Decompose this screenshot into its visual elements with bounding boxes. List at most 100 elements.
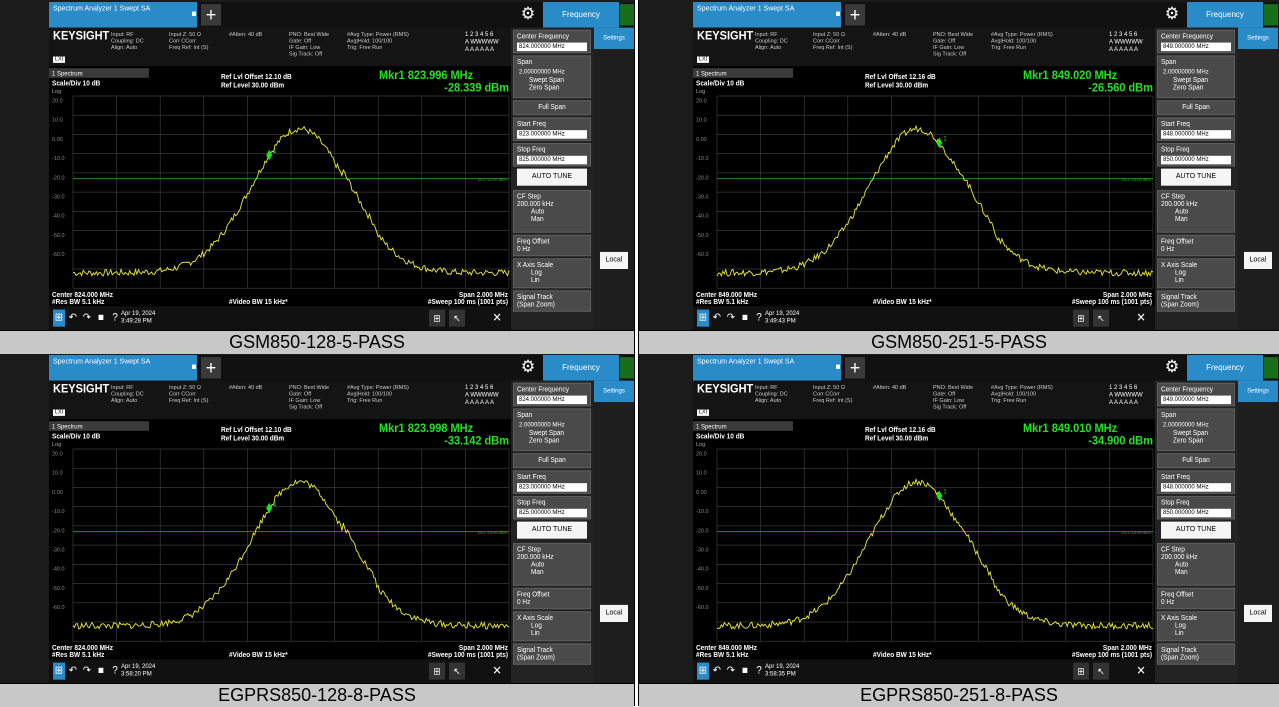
- full-span-button[interactable]: Full Span: [513, 453, 591, 469]
- frequency-tab[interactable]: Frequency: [543, 2, 619, 28]
- signal-track[interactable]: Signal Track (Span Zoom): [1157, 643, 1235, 665]
- stop-freq[interactable]: Stop Freq 850.000000 MHz: [1157, 495, 1235, 520]
- gear-icon[interactable]: ⚙: [1164, 358, 1180, 377]
- windows-icon[interactable]: ⊞: [53, 309, 65, 327]
- frequency-tab[interactable]: Frequency: [1187, 355, 1263, 381]
- stop-freq[interactable]: Stop Freq 825.000000 MHz: [513, 142, 591, 167]
- center-frequency-value[interactable]: 849.000000 MHz: [1161, 395, 1231, 405]
- log-option[interactable]: Log: [531, 269, 542, 277]
- cf-step[interactable]: CF Step 200.000 kHz Auto Man: [513, 542, 591, 586]
- stop-freq[interactable]: Stop Freq 850.000000 MHz: [1157, 142, 1235, 167]
- add-screen-button[interactable]: +: [845, 357, 865, 379]
- cursor-icon[interactable]: ↖: [1093, 662, 1109, 680]
- fullscreen-icon[interactable]: ✕: [1136, 664, 1146, 678]
- frequency-tab[interactable]: Frequency: [1187, 2, 1263, 28]
- local-button[interactable]: Local: [600, 251, 628, 269]
- center-frequency-value[interactable]: 824.000000 MHz: [517, 395, 587, 405]
- frequency-tab[interactable]: Frequency: [543, 355, 619, 381]
- redo-icon[interactable]: ↷: [82, 664, 92, 677]
- auto-option[interactable]: Auto: [531, 208, 545, 216]
- swept-span-option[interactable]: Swept Span: [529, 429, 565, 438]
- redo-icon[interactable]: ↷: [726, 664, 736, 677]
- stop-freq-value[interactable]: 825.000000 MHz: [517, 155, 587, 165]
- cf-step-value[interactable]: 200.000 kHz: [1161, 553, 1198, 562]
- cf-step-value[interactable]: 200.000 kHz: [517, 553, 554, 562]
- local-button[interactable]: Local: [600, 604, 628, 622]
- auto-tune-button[interactable]: AUTO TUNE: [1161, 168, 1231, 186]
- add-screen-button[interactable]: +: [845, 4, 865, 26]
- auto-tune-button[interactable]: AUTO TUNE: [517, 521, 587, 539]
- span-value[interactable]: 2.00000000 MHz: [1163, 422, 1209, 429]
- cursor-icon[interactable]: ↖: [449, 309, 465, 327]
- add-screen-button[interactable]: +: [201, 357, 221, 379]
- tab-dropdown-icon[interactable]: [836, 364, 840, 369]
- freq-offset[interactable]: Freq Offset 0 Hz: [1157, 234, 1235, 257]
- windows-icon[interactable]: ⊞: [53, 662, 65, 680]
- center-frequency[interactable]: Center Frequency 849.000000 MHz: [1157, 29, 1235, 54]
- settings-tab[interactable]: Settings: [1238, 380, 1278, 402]
- zero-span-option[interactable]: Zero Span: [529, 84, 560, 92]
- grid-view-icon[interactable]: ⊞: [429, 309, 445, 327]
- stop-freq-value[interactable]: 850.000000 MHz: [1161, 155, 1231, 165]
- freq-offset-value[interactable]: 0 Hz: [517, 598, 531, 606]
- stop-freq[interactable]: Stop Freq 825.000000 MHz: [513, 495, 591, 520]
- freq-offset[interactable]: Freq Offset 0 Hz: [513, 587, 591, 610]
- full-span-button[interactable]: Full Span: [1157, 453, 1235, 469]
- signal-track[interactable]: Signal Track (Span Zoom): [513, 290, 591, 312]
- log-option[interactable]: Log: [1175, 269, 1186, 277]
- auto-tune-button[interactable]: AUTO TUNE: [517, 168, 587, 186]
- span[interactable]: Span 2.00000000 MHz Swept Span Zero Span: [513, 408, 591, 452]
- span-value[interactable]: 2.00000000 MHz: [519, 69, 565, 76]
- file-icon[interactable]: ■: [97, 311, 105, 324]
- windows-icon[interactable]: ⊞: [697, 662, 709, 680]
- cf-step-value[interactable]: 200.000 kHz: [517, 200, 554, 209]
- settings-tab[interactable]: Settings: [594, 380, 634, 402]
- undo-icon[interactable]: ↶: [68, 664, 78, 677]
- span-value[interactable]: 2.00000000 MHz: [519, 422, 565, 429]
- help-icon[interactable]: ?: [112, 664, 118, 677]
- log-option[interactable]: Log: [531, 622, 542, 630]
- center-frequency-value[interactable]: 824.000000 MHz: [517, 42, 587, 52]
- undo-icon[interactable]: ↶: [712, 311, 722, 324]
- cf-step-value[interactable]: 200.000 kHz: [1161, 200, 1198, 209]
- freq-offset-value[interactable]: 0 Hz: [1161, 598, 1175, 606]
- man-option[interactable]: Man: [1175, 215, 1188, 224]
- auto-option[interactable]: Auto: [1175, 561, 1189, 569]
- spectrum-dropdown-bg[interactable]: [693, 421, 793, 431]
- center-frequency[interactable]: Center Frequency 824.000000 MHz: [513, 29, 591, 54]
- start-freq[interactable]: Start Freq 823.000000 MHz: [513, 470, 591, 494]
- spectrum-dropdown-bg[interactable]: [49, 68, 149, 78]
- signal-track[interactable]: Signal Track (Span Zoom): [1157, 290, 1235, 312]
- cf-step[interactable]: CF Step 200.000 kHz Auto Man: [1157, 542, 1235, 586]
- center-frequency[interactable]: Center Frequency 824.000000 MHz: [513, 382, 591, 407]
- zero-span-option[interactable]: Zero Span: [529, 437, 560, 445]
- file-icon[interactable]: ■: [97, 664, 105, 677]
- cursor-icon[interactable]: ↖: [1093, 309, 1109, 327]
- auto-option[interactable]: Auto: [531, 561, 545, 569]
- swept-span-option[interactable]: Swept Span: [529, 76, 565, 85]
- tab-dropdown-icon[interactable]: [192, 364, 196, 369]
- mode-tab[interactable]: Spectrum Analyzer 1 Swept SA: [693, 2, 841, 28]
- grid-view-icon[interactable]: ⊞: [1073, 309, 1089, 327]
- grid-view-icon[interactable]: ⊞: [1073, 662, 1089, 680]
- start-freq-value[interactable]: 823.000000 MHz: [517, 483, 587, 492]
- freq-offset[interactable]: Freq Offset 0 Hz: [513, 234, 591, 257]
- signal-track[interactable]: Signal Track (Span Zoom): [513, 643, 591, 665]
- lin-option[interactable]: Lin: [531, 276, 540, 284]
- spectrum-dropdown-bg[interactable]: [693, 68, 793, 78]
- man-option[interactable]: Man: [531, 215, 544, 224]
- undo-icon[interactable]: ↶: [712, 664, 722, 677]
- freq-offset[interactable]: Freq Offset 0 Hz: [1157, 587, 1235, 610]
- fullscreen-icon[interactable]: ✕: [492, 311, 502, 325]
- x-axis-scale[interactable]: X Axis Scale Log Lin: [513, 258, 591, 289]
- gear-icon[interactable]: ⚙: [1164, 5, 1180, 24]
- spectrum-dropdown-bg[interactable]: [49, 421, 149, 431]
- lin-option[interactable]: Lin: [1175, 276, 1184, 284]
- tab-dropdown-icon[interactable]: [836, 11, 840, 16]
- man-option[interactable]: Man: [531, 568, 544, 577]
- start-freq[interactable]: Start Freq 823.000000 MHz: [513, 117, 591, 141]
- span[interactable]: Span 2.00000000 MHz Swept Span Zero Span: [1157, 55, 1235, 99]
- help-icon[interactable]: ?: [756, 311, 762, 324]
- settings-tab[interactable]: Settings: [594, 27, 634, 49]
- mode-tab[interactable]: Spectrum Analyzer 1 Swept SA: [49, 355, 197, 381]
